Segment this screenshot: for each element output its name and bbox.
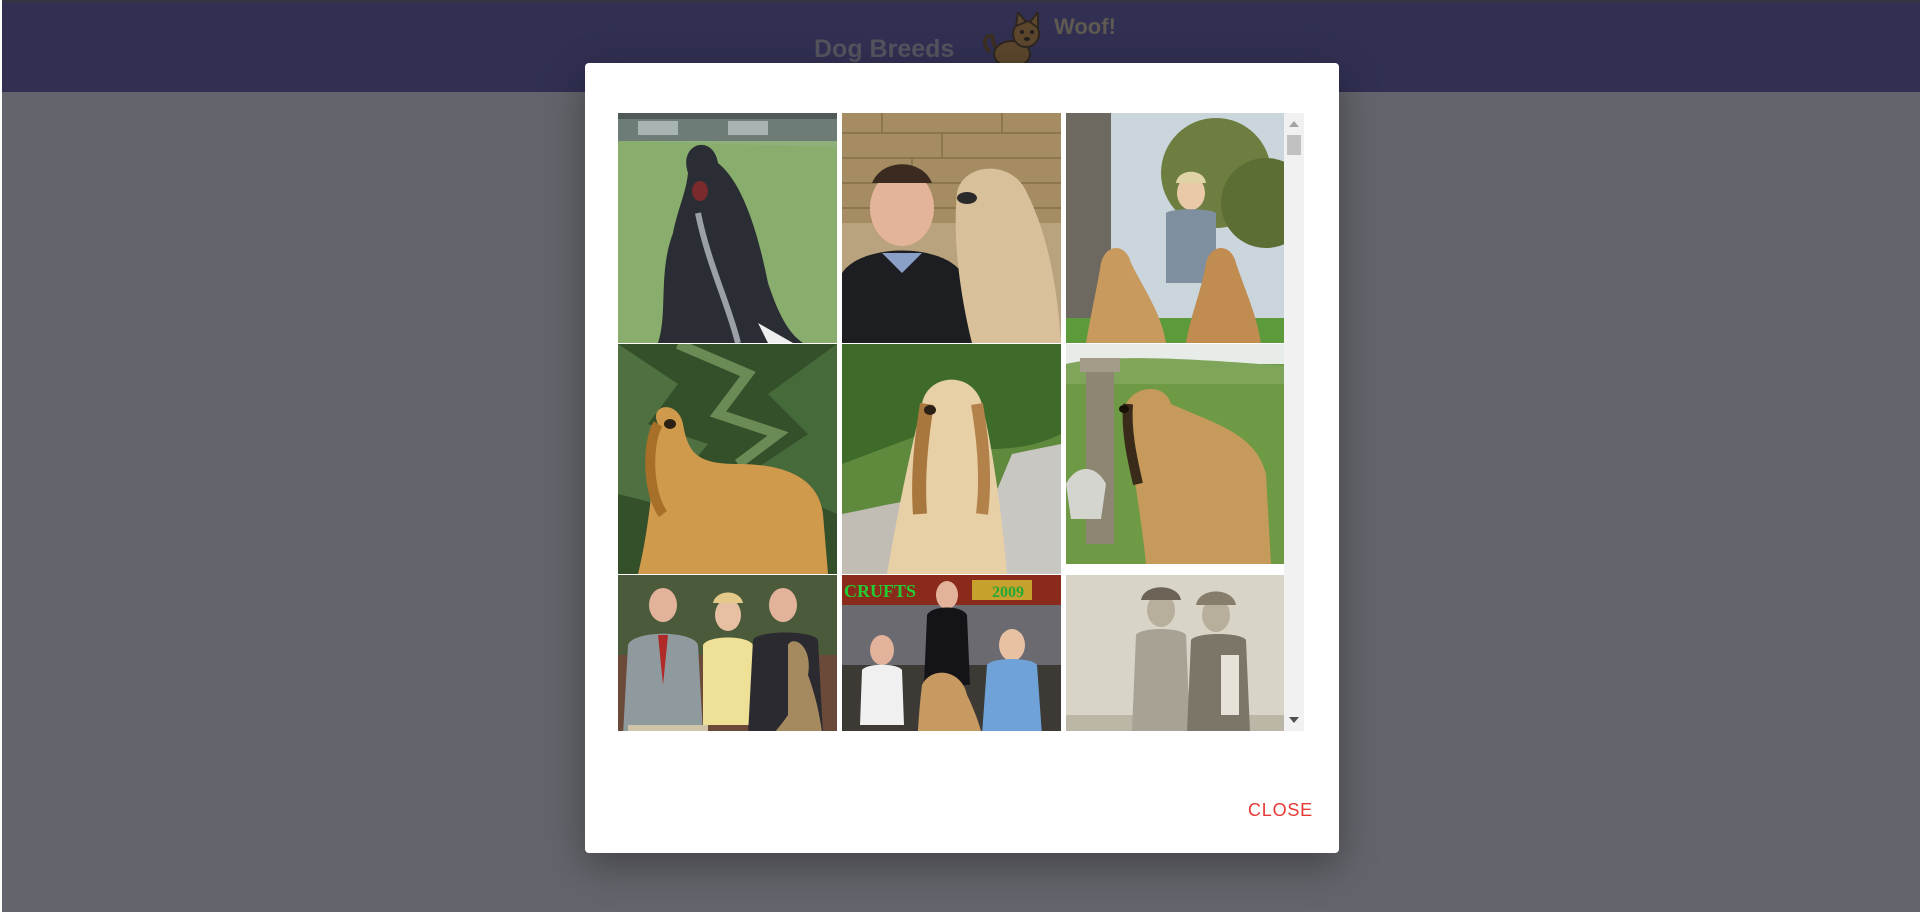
dog-photo-3[interactable] xyxy=(1066,113,1285,343)
crufts-year: 2009 xyxy=(992,584,1024,601)
dog-photo-7[interactable] xyxy=(618,575,837,731)
dog-photo-4[interactable] xyxy=(618,344,837,574)
image-gallery[interactable]: CRUFTS 2009 xyxy=(618,113,1304,731)
close-button[interactable]: CLOSE xyxy=(1246,794,1315,827)
dog-photo-1[interactable] xyxy=(618,113,837,343)
image-gallery-dialog: CRUFTS 2009 xyxy=(585,63,1339,853)
dog-photo-8[interactable]: CRUFTS 2009 xyxy=(842,575,1061,731)
gallery-scrollbar[interactable] xyxy=(1284,113,1304,731)
scroll-up-icon[interactable] xyxy=(1289,121,1299,127)
scroll-thumb[interactable] xyxy=(1287,135,1301,155)
scroll-down-icon[interactable] xyxy=(1289,717,1299,723)
dog-photo-5[interactable] xyxy=(842,344,1061,574)
dog-photo-2[interactable] xyxy=(842,113,1061,343)
crufts-caption: CRUFTS xyxy=(844,581,916,601)
dog-photo-6[interactable] xyxy=(1066,344,1285,574)
dog-photo-9[interactable] xyxy=(1066,575,1285,731)
